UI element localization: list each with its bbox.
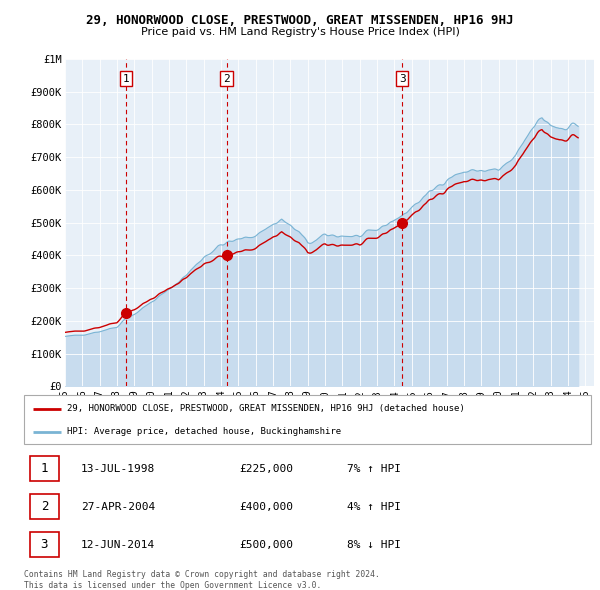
FancyBboxPatch shape — [29, 456, 59, 481]
Text: Contains HM Land Registry data © Crown copyright and database right 2024.: Contains HM Land Registry data © Crown c… — [24, 570, 380, 579]
FancyBboxPatch shape — [29, 532, 59, 557]
Text: 2: 2 — [41, 500, 48, 513]
Text: 27-APR-2004: 27-APR-2004 — [80, 502, 155, 512]
Text: 29, HONORWOOD CLOSE, PRESTWOOD, GREAT MISSENDEN, HP16 9HJ (detached house): 29, HONORWOOD CLOSE, PRESTWOOD, GREAT MI… — [67, 404, 464, 414]
Text: 13-JUL-1998: 13-JUL-1998 — [80, 464, 155, 474]
Text: £225,000: £225,000 — [239, 464, 293, 474]
Text: 3: 3 — [41, 538, 48, 551]
Text: 8% ↓ HPI: 8% ↓ HPI — [347, 539, 401, 549]
Text: Price paid vs. HM Land Registry's House Price Index (HPI): Price paid vs. HM Land Registry's House … — [140, 27, 460, 37]
Text: 2: 2 — [223, 74, 230, 84]
FancyBboxPatch shape — [24, 395, 591, 444]
Text: 29, HONORWOOD CLOSE, PRESTWOOD, GREAT MISSENDEN, HP16 9HJ: 29, HONORWOOD CLOSE, PRESTWOOD, GREAT MI… — [86, 14, 514, 27]
Text: 7% ↑ HPI: 7% ↑ HPI — [347, 464, 401, 474]
FancyBboxPatch shape — [29, 494, 59, 519]
Text: £500,000: £500,000 — [239, 539, 293, 549]
Text: 1: 1 — [123, 74, 130, 84]
Text: £400,000: £400,000 — [239, 502, 293, 512]
Text: This data is licensed under the Open Government Licence v3.0.: This data is licensed under the Open Gov… — [24, 581, 322, 589]
Text: HPI: Average price, detached house, Buckinghamshire: HPI: Average price, detached house, Buck… — [67, 427, 341, 436]
Text: 3: 3 — [399, 74, 406, 84]
Text: 12-JUN-2014: 12-JUN-2014 — [80, 539, 155, 549]
Text: 1: 1 — [41, 462, 48, 475]
Text: 4% ↑ HPI: 4% ↑ HPI — [347, 502, 401, 512]
